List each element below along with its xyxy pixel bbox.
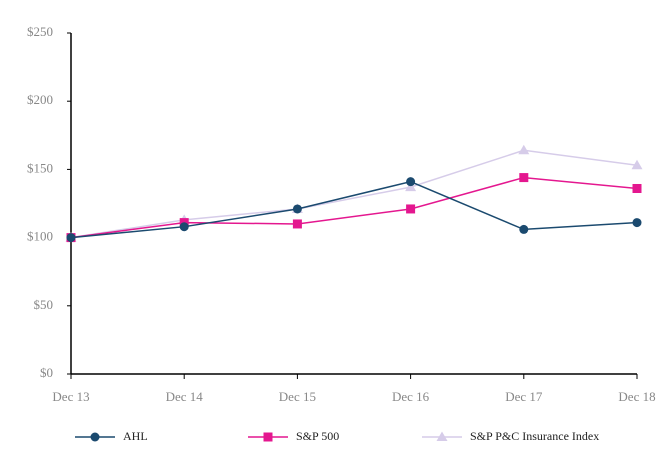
x-tick-label: Dec 13	[52, 389, 89, 404]
data-point	[632, 218, 642, 228]
x-tick-label: Dec 17	[505, 389, 543, 404]
data-point	[518, 144, 530, 155]
data-point	[519, 173, 529, 183]
data-point	[292, 219, 302, 229]
series-line	[70, 180, 638, 239]
legend-marker	[263, 432, 273, 442]
legend-marker	[436, 431, 448, 441]
x-tick-label: Dec 15	[279, 389, 316, 404]
data-point	[405, 181, 417, 192]
data-point	[179, 222, 189, 232]
y-tick-label: $250	[27, 24, 53, 39]
y-tick-label: $0	[40, 365, 53, 380]
x-tick-label: Dec 18	[618, 389, 655, 404]
x-tick-label: Dec 14	[166, 389, 204, 404]
y-tick-label: $200	[27, 92, 53, 107]
y-tick-label: $100	[27, 229, 53, 244]
data-point	[406, 177, 416, 187]
y-tick-label: $150	[27, 160, 53, 175]
legend-label: S&P P&C Insurance Index	[470, 429, 599, 443]
y-tick-label: $50	[34, 297, 54, 312]
x-tick-label: Dec 16	[392, 389, 430, 404]
legend-marker	[90, 432, 100, 442]
data-point	[66, 233, 76, 243]
data-point	[292, 204, 302, 214]
data-point	[519, 224, 529, 234]
data-point	[406, 204, 416, 214]
legend-label: AHL	[123, 429, 148, 443]
series-line	[70, 149, 638, 239]
series-line	[70, 176, 638, 239]
data-point	[631, 159, 643, 170]
data-point	[632, 183, 642, 193]
legend-label: S&P 500	[296, 429, 339, 443]
